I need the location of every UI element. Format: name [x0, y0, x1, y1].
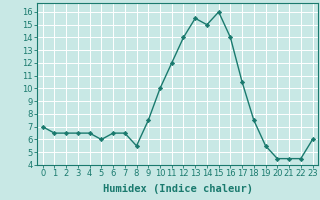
- X-axis label: Humidex (Indice chaleur): Humidex (Indice chaleur): [103, 184, 252, 194]
